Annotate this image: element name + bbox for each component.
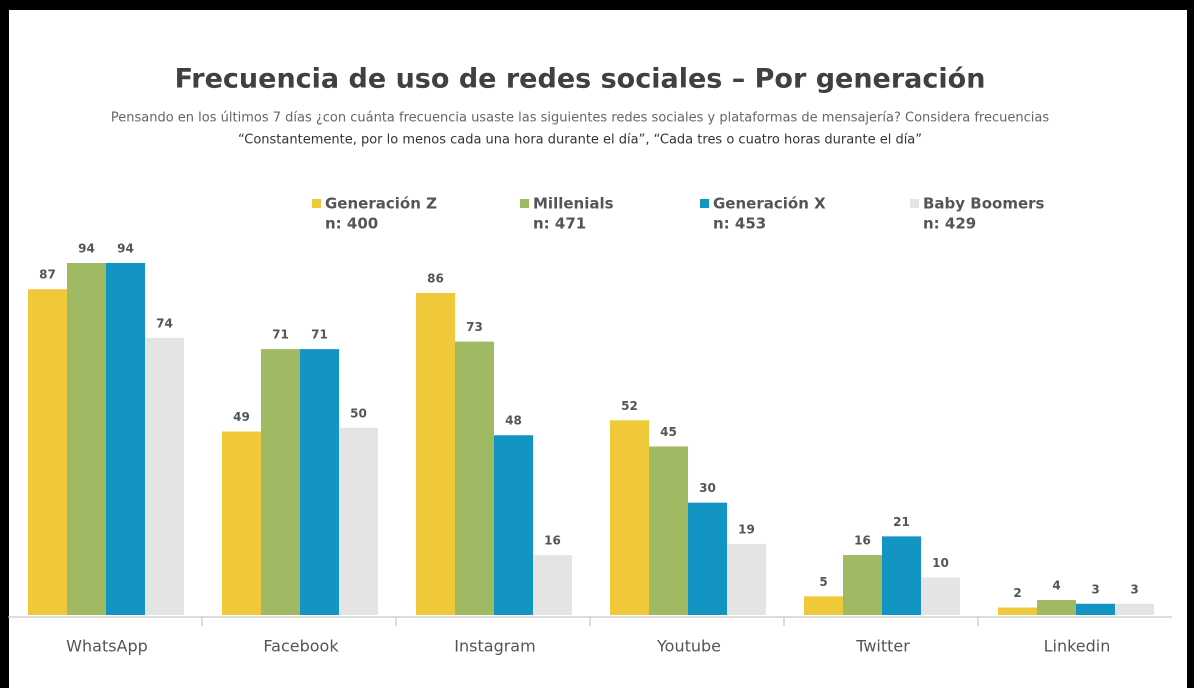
bar <box>804 596 843 615</box>
legend-swatch <box>910 199 919 208</box>
value-label: 49 <box>233 410 250 424</box>
subtitle: Pensando en los últimos 7 días ¿con cuán… <box>111 111 1049 126</box>
value-label: 86 <box>427 271 444 285</box>
value-label: 94 <box>78 241 95 255</box>
value-label: 16 <box>854 534 871 548</box>
bar <box>67 262 106 615</box>
legend-n: n: 400 <box>325 215 378 233</box>
bar <box>494 435 533 615</box>
legend-label: Baby Boomers <box>923 195 1045 213</box>
frame-top <box>0 0 1194 10</box>
x-tick-label: WhatsApp <box>66 637 148 656</box>
value-label: 50 <box>350 406 367 420</box>
bar <box>727 543 766 615</box>
bar <box>533 555 572 615</box>
chart-title: Frecuencia de uso de redes sociales – Po… <box>175 64 986 95</box>
value-label: 16 <box>544 534 561 548</box>
value-label: 30 <box>699 481 716 495</box>
x-tick-label: Linkedin <box>1044 637 1111 656</box>
bar <box>882 536 921 615</box>
value-label: 4 <box>1052 579 1060 593</box>
bar <box>921 577 960 615</box>
value-label: 5 <box>819 575 827 589</box>
bar <box>261 349 300 615</box>
subtitle: “Constantemente, por lo menos cada una h… <box>238 133 922 148</box>
x-tick-label: Facebook <box>263 637 339 656</box>
bar <box>28 289 67 615</box>
legend-label: Generación X <box>713 195 826 213</box>
legend-n: n: 453 <box>713 215 766 233</box>
value-label: 2 <box>1013 586 1021 600</box>
bar <box>300 349 339 615</box>
bar <box>998 607 1037 615</box>
bar <box>649 446 688 615</box>
bar <box>106 262 145 615</box>
value-label: 21 <box>893 515 910 529</box>
value-label: 74 <box>156 316 173 330</box>
frame-left <box>0 0 9 688</box>
bar <box>455 341 494 615</box>
legend-swatch <box>312 199 321 208</box>
legend-label: Millenials <box>533 195 614 213</box>
bar <box>145 337 184 615</box>
bar <box>222 431 261 615</box>
x-tick-label: Youtube <box>656 637 721 656</box>
bar <box>339 427 378 615</box>
value-label: 87 <box>39 268 56 282</box>
value-label: 94 <box>117 241 134 255</box>
bar <box>1115 603 1154 615</box>
frame-right <box>1187 0 1194 688</box>
value-label: 73 <box>466 320 483 334</box>
legend-n: n: 471 <box>533 215 586 233</box>
bar <box>1076 603 1115 615</box>
value-label: 3 <box>1130 582 1138 596</box>
legend-label: Generación Z <box>325 195 437 213</box>
x-tick-label: Instagram <box>454 637 535 656</box>
value-label: 3 <box>1091 582 1099 596</box>
legend-swatch <box>520 199 529 208</box>
value-label: 10 <box>932 556 949 570</box>
value-label: 52 <box>621 399 638 413</box>
value-label: 48 <box>505 414 522 428</box>
value-label: 71 <box>311 328 328 342</box>
bar <box>843 555 882 615</box>
value-label: 19 <box>738 522 755 536</box>
legend-swatch <box>700 199 709 208</box>
bar <box>688 502 727 615</box>
x-tick-label: Twitter <box>855 637 910 656</box>
bar <box>416 292 455 615</box>
legend-n: n: 429 <box>923 215 976 233</box>
value-label: 71 <box>272 328 289 342</box>
bar <box>1037 600 1076 615</box>
bar <box>610 420 649 615</box>
value-label: 45 <box>660 425 677 439</box>
